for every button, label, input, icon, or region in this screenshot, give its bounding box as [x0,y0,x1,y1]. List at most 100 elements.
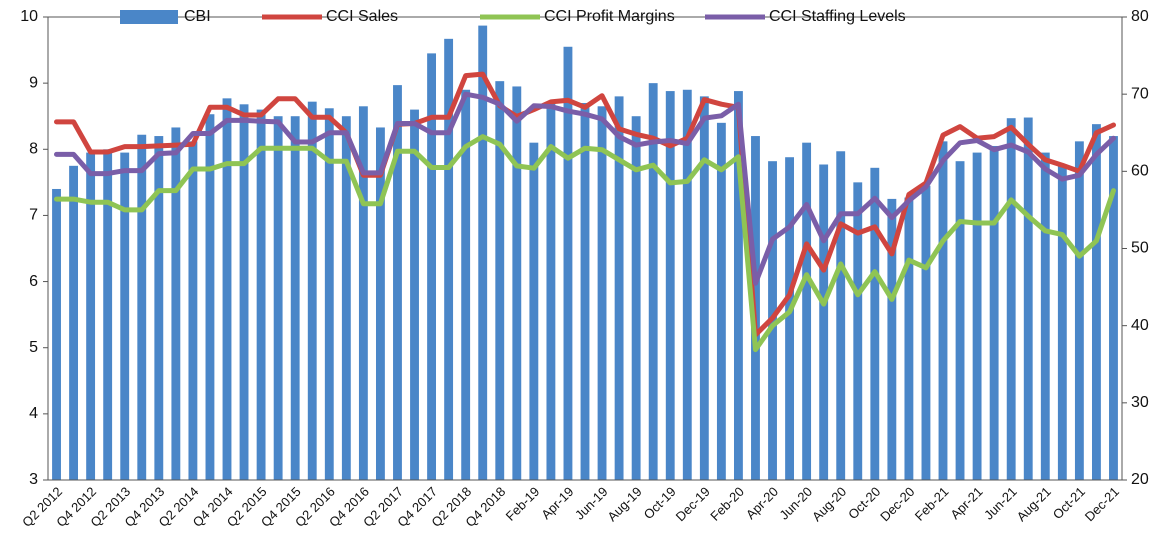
x-tick-label: Feb-20 [707,484,747,524]
y-tick-label: 8 [29,141,38,158]
bar [444,38,454,480]
line-series [54,71,1116,338]
bar [461,89,471,480]
bar [307,101,317,481]
bar [665,91,675,480]
line-series [54,134,1116,353]
bar [785,157,795,481]
x-tick-label: Aug-20 [809,484,849,524]
y2-tick-label: 70 [1131,85,1149,102]
bar [597,106,607,481]
bar [478,25,488,480]
bar [171,127,181,481]
x-tick-label: Oct-19 [641,484,679,522]
x-tick-label: Dec-21 [1082,484,1122,524]
bar [631,116,641,480]
x-tick-label: Feb-21 [912,484,952,524]
bar [716,122,726,480]
bar [614,96,624,480]
y-tick-label: 10 [20,8,38,25]
bar [393,85,402,481]
bar [512,86,522,480]
y-tick-label: 3 [29,471,38,488]
bar [120,152,130,481]
bar [1023,117,1033,480]
bar [341,116,351,480]
bar [836,151,846,480]
bar [529,142,539,480]
bar [904,197,914,480]
bar [802,142,812,480]
y-tick-label: 7 [29,207,38,224]
line-series [54,91,1116,286]
x-tick-label: Apr-21 [947,484,985,522]
bar [290,116,300,480]
bar [921,185,931,480]
bar [205,114,215,480]
x-tick-label: Aug-21 [1014,484,1054,524]
bar [1006,118,1016,480]
bar [324,108,334,480]
bar [580,102,590,480]
bar [955,161,965,481]
y2-tick-label: 20 [1131,471,1149,488]
x-tick-label: Dec-20 [877,484,917,524]
bar [137,134,147,480]
legend-label: CBI [184,8,211,25]
x-tick-label: Oct-20 [845,484,883,522]
bar [1040,152,1050,481]
y2-tick-label: 30 [1131,394,1149,411]
y2-tick-label: 40 [1131,317,1149,334]
y2-tick-label: 50 [1131,240,1149,257]
legend-swatch [120,10,178,24]
bar [870,167,880,480]
x-tick-label: Apr-19 [538,484,576,522]
bar [52,188,61,480]
legend-label: CCI Profit Margins [544,8,675,25]
bar [375,127,385,481]
bar [733,91,743,480]
bar [239,104,249,481]
bar [188,141,198,480]
y-tick-label: 5 [29,339,38,356]
bar [410,109,419,480]
y2-tick-label: 80 [1131,8,1149,25]
bar [69,165,79,481]
y-tick-label: 6 [29,273,38,290]
x-tick-label: Jun-21 [981,484,1020,523]
x-tick-label: Jun-20 [776,484,815,523]
bar [972,152,982,481]
legend-label: CCI Sales [326,8,398,25]
bar [273,116,283,480]
bar [358,106,368,481]
legend-label: CCI Staffing Levels [769,8,906,25]
x-tick-label: Oct-21 [1050,484,1088,522]
bar [86,152,96,481]
bar [256,109,266,480]
bar [563,46,573,481]
bar [1091,124,1101,480]
bar [682,89,692,480]
y2-tick-label: 60 [1131,163,1149,180]
x-tick-label: Jun-19 [572,484,611,523]
bar [1074,141,1084,480]
x-tick-label: Dec-19 [673,484,713,524]
x-tick-label: Apr-20 [743,484,781,522]
bar [1109,136,1118,481]
x-tick-label: Aug-19 [604,484,644,524]
bar [938,141,948,480]
bar [546,102,556,480]
bar [222,98,232,480]
bar [648,83,658,481]
y-tick-label: 9 [29,74,38,91]
bar [103,149,113,481]
bar [1057,165,1067,481]
y-tick-label: 4 [29,405,38,422]
bar [699,96,709,480]
bar [819,164,829,480]
bar [427,53,437,480]
x-tick-label: Feb-19 [503,484,543,524]
bar [495,81,505,480]
bar [154,136,164,481]
